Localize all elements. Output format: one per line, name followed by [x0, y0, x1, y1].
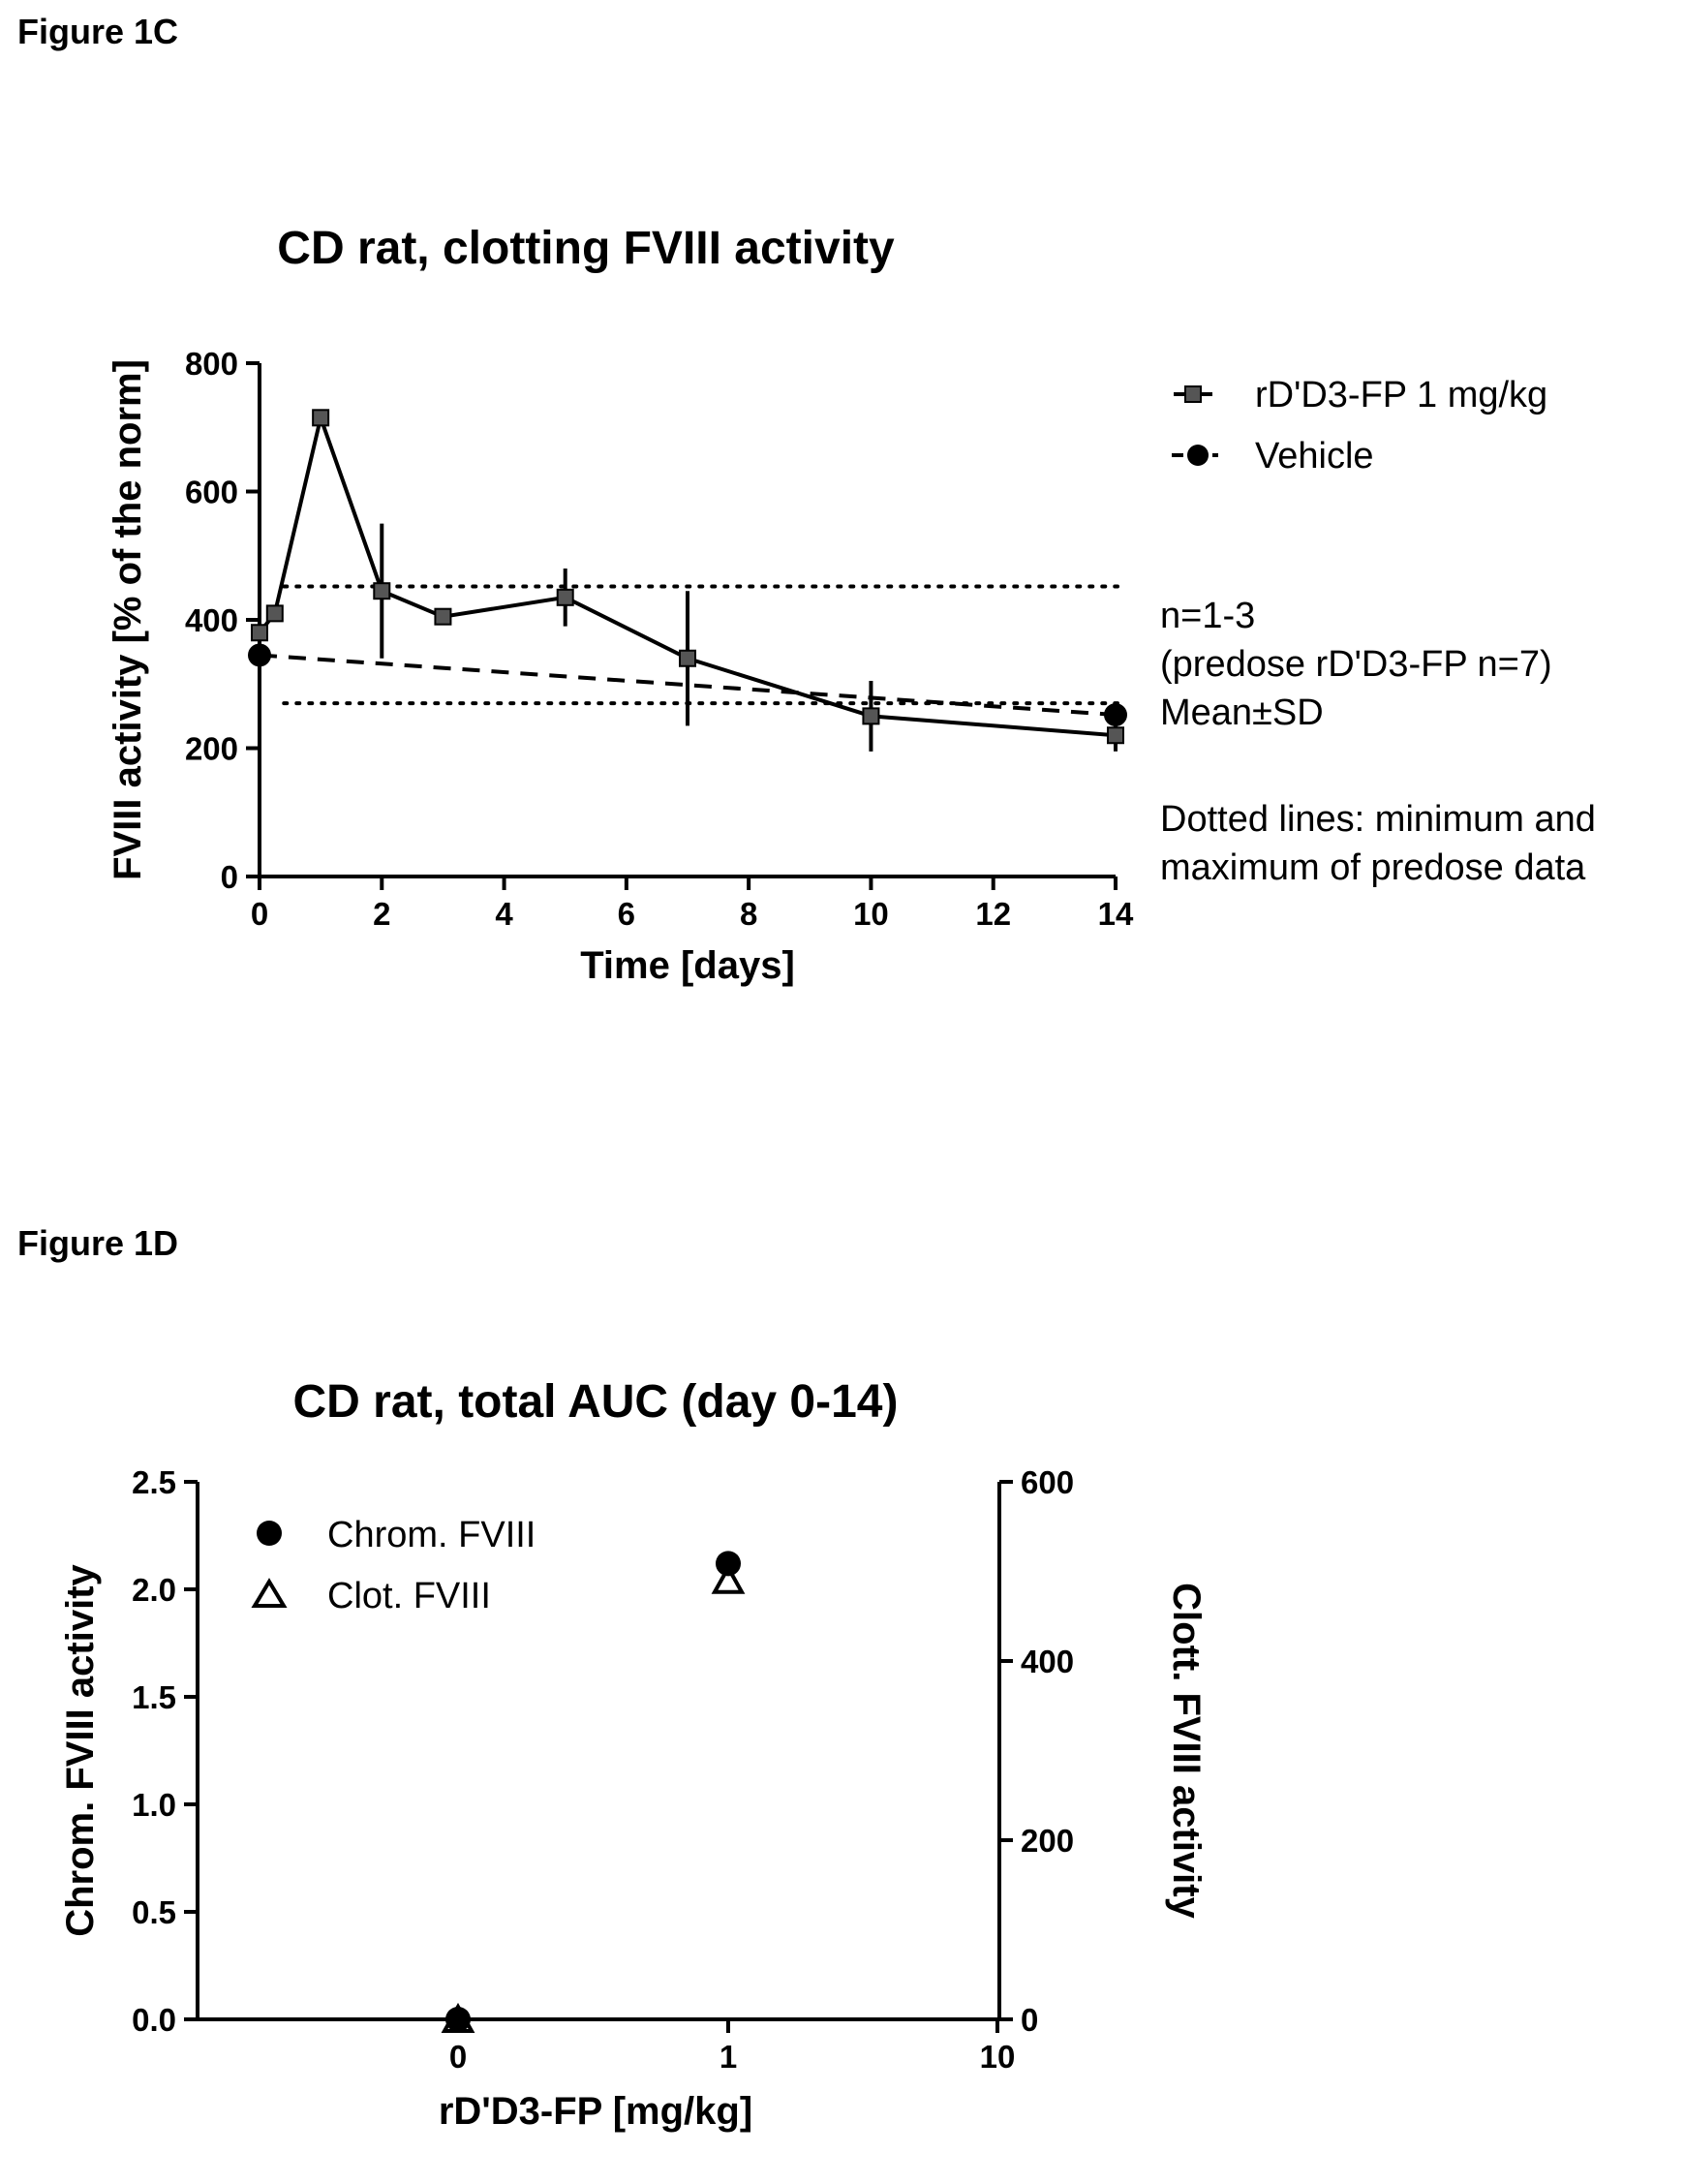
- x-tick-label: 10: [980, 2039, 1016, 2075]
- y-tick-label: 400: [185, 602, 238, 638]
- data-point-rdd3fp: [373, 582, 391, 600]
- legend-label-rdd3fp: rD'D3-FP 1 mg/kg: [1255, 375, 1547, 415]
- x-tick-label: 6: [618, 896, 635, 932]
- annotation-text: n=1-3: [1160, 596, 1255, 636]
- y-tick-label: 0: [221, 859, 238, 895]
- data-point-vehicle: [1104, 703, 1127, 727]
- y-tick-label: 0.0: [132, 2002, 176, 2038]
- chart-title: CD rat, clotting FVIII activity: [277, 223, 895, 274]
- legend-label-chrom: Chrom. FVIII: [327, 1515, 536, 1555]
- x-tick-label: 2: [373, 896, 390, 932]
- data-point-vehicle: [248, 643, 271, 667]
- x-tick-label: 0: [251, 896, 268, 932]
- legend-marker-clot: [251, 1578, 288, 1608]
- x-axis-title: rD'D3-FP [mg/kg]: [439, 2090, 752, 2133]
- data-point-rdd3fp: [1107, 726, 1124, 745]
- y-axis-title: Chrom. FVIII activity: [59, 1563, 102, 1936]
- figure-1c-label: Figure 1C: [17, 12, 179, 51]
- legend-marker-chrom: [257, 1521, 282, 1546]
- legend-label-vehicle: Vehicle: [1255, 436, 1374, 477]
- data-point-rdd3fp: [556, 588, 574, 606]
- x-tick-label: 0: [449, 2039, 467, 2075]
- chart-1c: CD rat, clotting FVIII activity020040060…: [107, 223, 1596, 987]
- data-point-chrom: [445, 2007, 471, 2032]
- y2-tick-label: 600: [1021, 1464, 1074, 1500]
- data-point-rdd3fp: [679, 649, 696, 667]
- y-tick-label: 2.5: [132, 1464, 176, 1500]
- y-tick-label: 1.0: [132, 1787, 176, 1823]
- y-tick-label: 1.5: [132, 1679, 176, 1715]
- x-tick-label: 4: [495, 896, 513, 932]
- x-tick-label: 12: [975, 896, 1011, 932]
- x-tick-label: 1: [720, 2039, 737, 2075]
- data-point-rdd3fp: [265, 604, 284, 623]
- y2-axis-title: Clott. FVIII activity: [1165, 1583, 1208, 1919]
- data-point-rdd3fp: [434, 607, 452, 626]
- legend-marker-rdd3fp: [1184, 385, 1202, 403]
- annotation-text: Mean±SD: [1160, 692, 1324, 733]
- y-tick-label: 600: [185, 475, 238, 510]
- x-tick-label: 14: [1098, 896, 1134, 932]
- y2-tick-label: 0: [1021, 2002, 1038, 2038]
- y-axis-title: FVIII activity [% of the norm]: [107, 359, 149, 880]
- legend-marker-vehicle: [1187, 445, 1209, 466]
- x-tick-label: 10: [853, 896, 889, 932]
- data-point-clot: [711, 1563, 746, 1594]
- x-tick-label: 8: [740, 896, 757, 932]
- x-axis-title: Time [days]: [580, 944, 795, 987]
- legend-label-clot: Clot. FVIII: [327, 1576, 491, 1616]
- y-tick-label: 800: [185, 346, 238, 382]
- data-point-rdd3fp: [312, 409, 330, 427]
- y2-tick-label: 200: [1021, 1823, 1074, 1859]
- data-point-rdd3fp: [862, 707, 880, 725]
- y-tick-label: 2.0: [132, 1572, 176, 1608]
- data-point-chrom: [716, 1551, 741, 1577]
- figure-1d-label: Figure 1D: [17, 1223, 179, 1263]
- y-tick-label: 0.5: [132, 1894, 176, 1930]
- annotation-text: maximum of predose data: [1160, 847, 1586, 888]
- annotation-text: Dotted lines: minimum and: [1160, 799, 1596, 840]
- y-tick-label: 200: [185, 731, 238, 767]
- data-point-rdd3fp: [251, 624, 268, 642]
- chart-title: CD rat, total AUC (day 0-14): [293, 1376, 899, 1428]
- annotation-text: (predose rD'D3-FP n=7): [1160, 644, 1552, 685]
- y2-tick-label: 400: [1021, 1644, 1074, 1679]
